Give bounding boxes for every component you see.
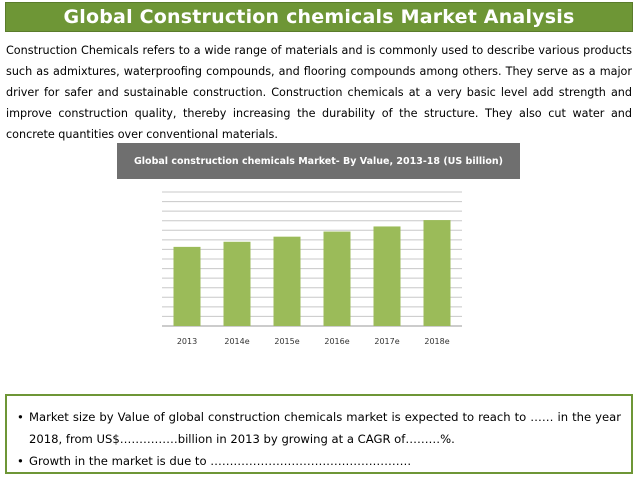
bar-2018e — [423, 220, 451, 326]
bar-2017e — [373, 226, 401, 326]
chart-title: Global construction chemicals Market- By… — [134, 155, 503, 167]
x-tick-label: 2016e — [324, 337, 349, 346]
bullet-item: • Growth in the market is due to …………………… — [17, 450, 621, 472]
x-tick-label: 2015e — [274, 337, 299, 346]
x-tick-label: 2014e — [224, 337, 249, 346]
intro-paragraph: Construction Chemicals refers to a wide … — [6, 44, 632, 141]
bullet-text: Market size by Value of global construct… — [29, 410, 621, 446]
bar-2016e — [323, 231, 351, 326]
page-title-bar: Global Construction chemicals Market Ana… — [5, 2, 633, 32]
bullet-icon: • — [17, 410, 24, 424]
x-tick-label: 2017e — [374, 337, 399, 346]
bar-2015e — [273, 236, 301, 326]
x-tick-label: 2018e — [424, 337, 449, 346]
bullet-item: • Market size by Value of global constru… — [17, 406, 621, 450]
bar-2013 — [173, 246, 201, 326]
key-points-box: • Market size by Value of global constru… — [5, 394, 633, 474]
bullet-icon: • — [17, 454, 24, 468]
x-tick-label: 2013 — [177, 337, 197, 346]
bullet-text: Growth in the market is due to ………………………… — [29, 454, 412, 468]
chart-title-bar: Global construction chemicals Market- By… — [117, 143, 520, 179]
bar-2014e — [223, 241, 251, 326]
page-title: Global Construction chemicals Market Ana… — [63, 6, 575, 28]
